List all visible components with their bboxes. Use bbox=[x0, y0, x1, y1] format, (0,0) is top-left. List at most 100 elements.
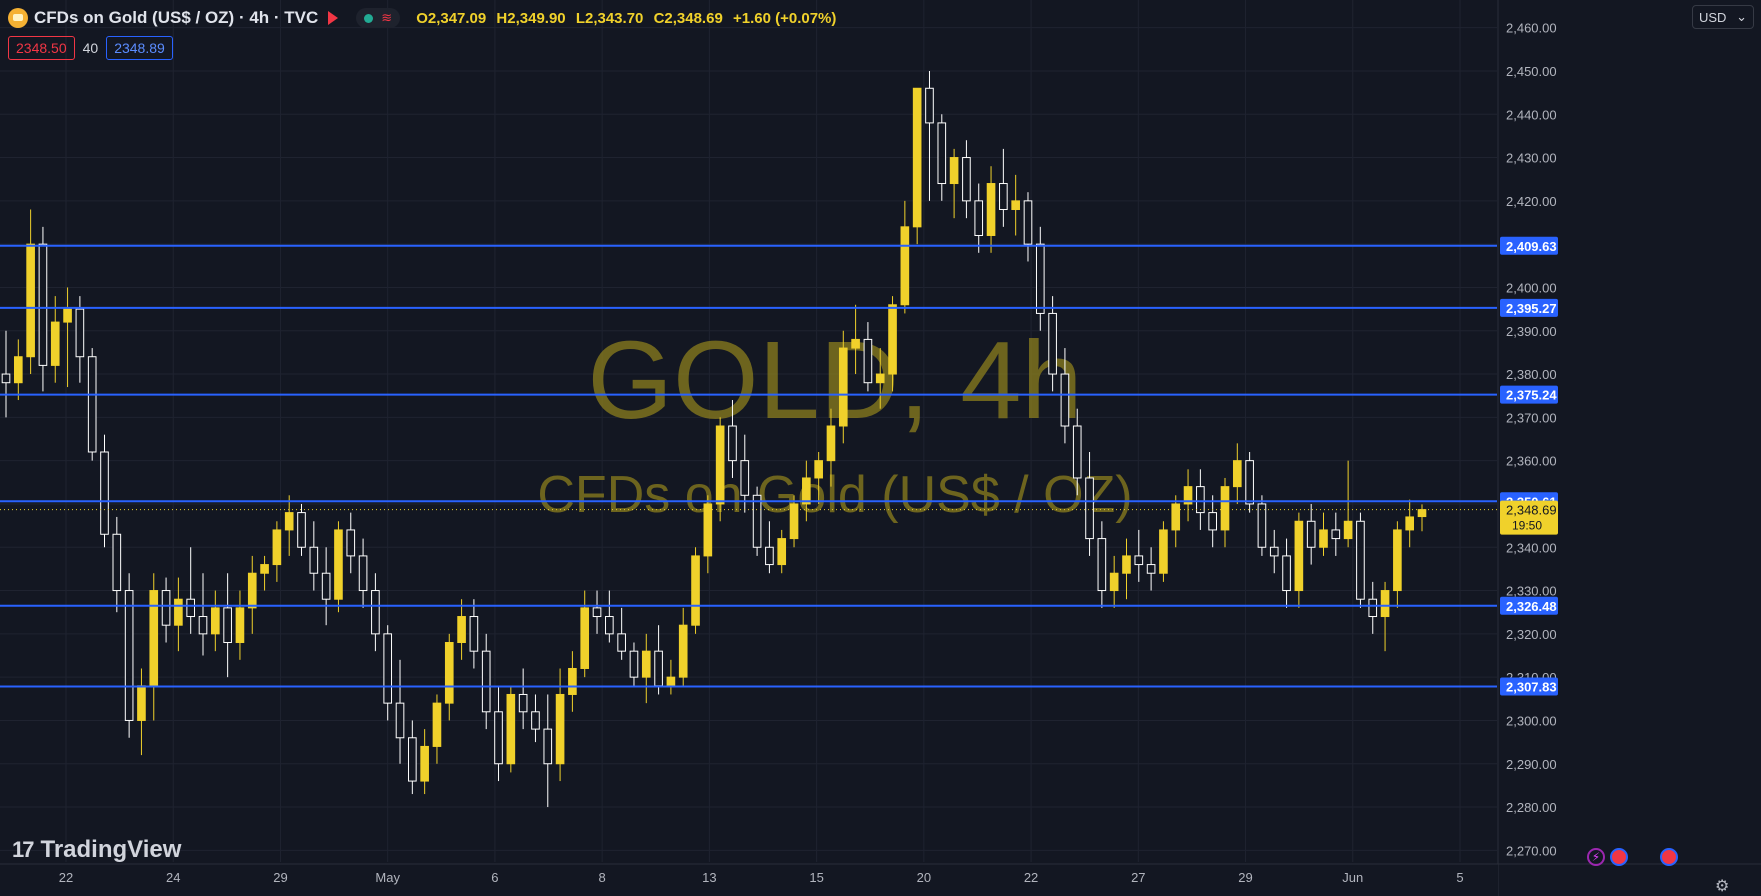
candle bbox=[1220, 477, 1230, 548]
candle-body bbox=[826, 425, 836, 462]
candle bbox=[1208, 495, 1217, 548]
candle-body bbox=[1183, 486, 1193, 505]
tradingview-logo[interactable]: 17 TradingView bbox=[12, 836, 181, 864]
event-flash-icon[interactable]: ⚡ bbox=[1587, 848, 1605, 866]
candle-body bbox=[383, 633, 393, 704]
candle bbox=[691, 547, 700, 634]
time-tick-label: 29 bbox=[273, 870, 287, 885]
ohlc-values: O2,347.09 H2,349.90 L2,343.70 C2,348.69 … bbox=[416, 10, 842, 27]
event-us-flag-icon[interactable] bbox=[1610, 848, 1628, 866]
candle bbox=[728, 400, 737, 478]
candle bbox=[1380, 581, 1390, 652]
candle-body bbox=[1085, 477, 1094, 540]
candle-body bbox=[1048, 312, 1057, 375]
candle bbox=[1072, 408, 1082, 496]
brand-name: TradingView bbox=[40, 836, 182, 863]
candle bbox=[974, 183, 984, 253]
candle-body bbox=[568, 667, 577, 695]
candle bbox=[1085, 451, 1094, 556]
candle bbox=[26, 209, 35, 375]
candle-body bbox=[1035, 243, 1045, 314]
bid-ask-row: 2348.50 40 2348.89 bbox=[8, 36, 173, 60]
candle bbox=[137, 668, 146, 756]
price-tick-label: 2,440.00 bbox=[1506, 107, 1557, 122]
price-tick-label: 2,450.00 bbox=[1506, 64, 1557, 79]
candle bbox=[592, 590, 602, 634]
candle-body bbox=[1232, 460, 1242, 488]
candle-body bbox=[863, 338, 873, 384]
bid-button[interactable]: 2348.50 bbox=[8, 36, 75, 60]
candle bbox=[1319, 512, 1328, 556]
candle bbox=[703, 495, 713, 574]
candle-body bbox=[1343, 520, 1353, 540]
candle-body bbox=[420, 745, 429, 782]
candle-body bbox=[912, 87, 922, 228]
candle-body bbox=[358, 555, 368, 592]
candle-body bbox=[1245, 460, 1254, 505]
event-us-flag-icon-2[interactable] bbox=[1660, 848, 1678, 866]
price-tick-label: 2,320.00 bbox=[1506, 627, 1557, 642]
watermark-subtitle: CFDs on Gold (US$ / OZ) bbox=[537, 466, 1132, 524]
candle bbox=[1097, 521, 1107, 608]
candle-body bbox=[297, 512, 306, 548]
price-axis[interactable]: 2,270.002,280.002,290.002,300.002,310.00… bbox=[1497, 0, 1761, 896]
candle-body bbox=[1331, 529, 1341, 540]
candle bbox=[629, 642, 639, 686]
ohlc-close: C2,348.69 bbox=[653, 9, 723, 27]
candle-body bbox=[666, 676, 676, 687]
candle bbox=[568, 651, 577, 712]
candle bbox=[543, 694, 553, 808]
candle-body bbox=[1257, 503, 1267, 548]
candle-body bbox=[777, 538, 787, 566]
time-tick-label: 6 bbox=[491, 870, 498, 885]
ask-button[interactable]: 2348.89 bbox=[106, 36, 173, 60]
candle-body bbox=[1060, 373, 1070, 427]
candle-body bbox=[284, 512, 294, 531]
candle-body bbox=[1393, 529, 1402, 592]
symbol-title[interactable]: CFDs on Gold (US$ / OZ) · 4h · TVC bbox=[34, 8, 319, 27]
candle-body bbox=[703, 503, 713, 557]
candle bbox=[408, 720, 417, 795]
candle bbox=[358, 538, 368, 608]
price-tick-label: 2,290.00 bbox=[1506, 757, 1557, 772]
candle-body bbox=[346, 529, 356, 557]
candle-body bbox=[1134, 555, 1144, 566]
price-tick-label: 2,270.00 bbox=[1506, 843, 1557, 858]
candle bbox=[715, 417, 725, 522]
candle-body bbox=[260, 564, 269, 574]
candle-body bbox=[1196, 486, 1205, 514]
candle-body bbox=[752, 494, 762, 548]
candle-body bbox=[1306, 520, 1316, 548]
level-lines[interactable] bbox=[0, 244, 1497, 688]
candle bbox=[1245, 451, 1254, 513]
candle bbox=[223, 573, 232, 678]
price-tick-label: 2,420.00 bbox=[1506, 194, 1557, 209]
candle-body bbox=[1159, 529, 1168, 574]
candle bbox=[531, 694, 540, 743]
candle-body bbox=[937, 122, 947, 185]
time-axis[interactable]: 22 24 29 May 6 8 13 15 20 22 27 29 Jun 5 bbox=[0, 863, 1761, 896]
candle-body bbox=[50, 321, 60, 366]
candle-body bbox=[728, 425, 737, 462]
candle-body bbox=[986, 183, 996, 236]
level-price-tag bbox=[1500, 596, 1558, 615]
candle bbox=[1134, 529, 1144, 582]
candle bbox=[432, 694, 442, 764]
candle-body bbox=[408, 737, 417, 782]
candle-body bbox=[1208, 512, 1217, 531]
candle-body bbox=[247, 572, 257, 609]
candle-body bbox=[223, 607, 232, 644]
candle bbox=[1122, 538, 1131, 600]
settings-gear-icon[interactable]: ⚙ bbox=[1715, 878, 1730, 895]
candle bbox=[1, 330, 11, 418]
candle-body bbox=[63, 308, 72, 323]
candle bbox=[260, 555, 269, 591]
flag-icon[interactable] bbox=[328, 11, 339, 25]
candle-body bbox=[494, 711, 503, 765]
status-pill[interactable]: ≋ bbox=[356, 8, 401, 28]
candle-body bbox=[605, 616, 614, 635]
currency-select[interactable]: USD ⌄ bbox=[1692, 5, 1754, 29]
price-tick-label: 2,340.00 bbox=[1506, 540, 1557, 555]
candle bbox=[63, 287, 72, 388]
